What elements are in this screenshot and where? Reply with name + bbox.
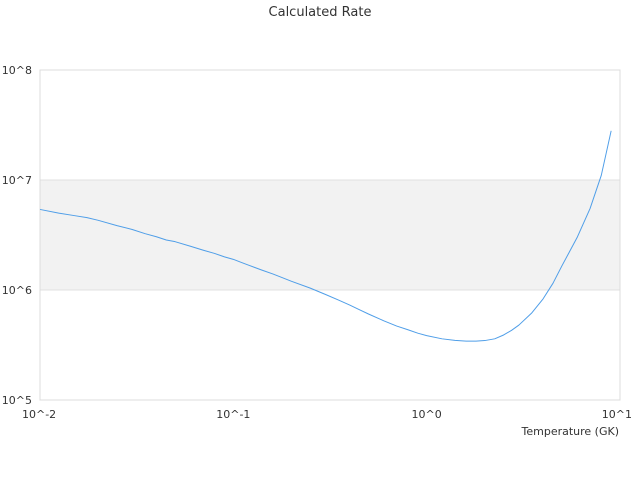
x-tick-label: 10^1 (602, 408, 632, 421)
band-0 (40, 290, 620, 400)
y-tick-label: 10^5 (2, 394, 32, 407)
y-tick-label: 10^6 (2, 284, 32, 297)
chart-title: Calculated Rate (269, 5, 372, 20)
plot-area-frame (39, 69, 621, 401)
x-tick-label: 10^-1 (216, 408, 250, 421)
x-axis-title: Temperature (GK) (521, 425, 620, 438)
x-tick-label: 10^-2 (22, 408, 56, 421)
x-tick-label: 10^0 (412, 408, 442, 421)
band-1 (40, 180, 620, 290)
series-line-0 (39, 130, 612, 342)
x-axis-ticks: 10^-2 10^-1 10^0 10^1 (22, 408, 632, 421)
background-bands (40, 70, 620, 400)
series-layer (39, 130, 612, 342)
y-tick-label: 10^7 (2, 174, 32, 187)
y-axis-ticks: 10^5 10^6 10^7 10^8 (2, 64, 32, 407)
y-tick-label: 10^8 (2, 64, 32, 77)
band-2 (40, 70, 620, 180)
